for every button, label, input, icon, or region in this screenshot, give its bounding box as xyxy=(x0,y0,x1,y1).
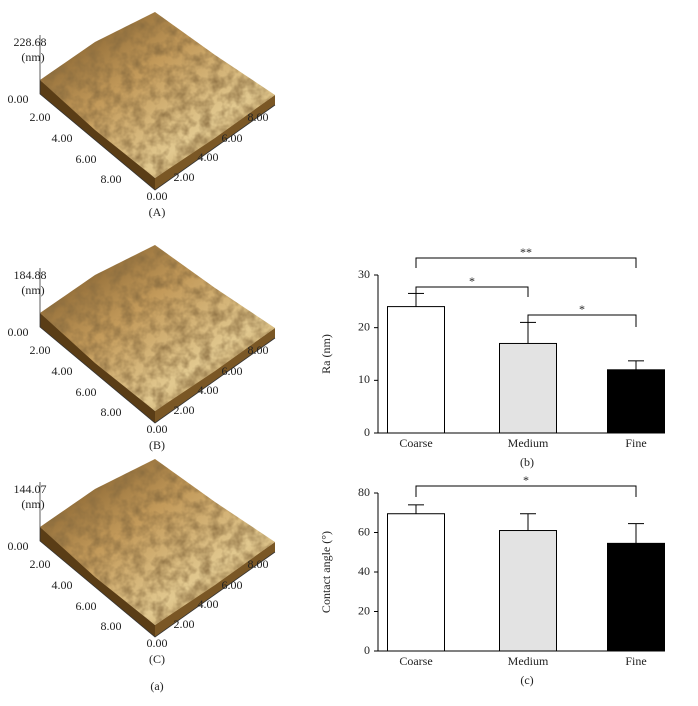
axis-tick-label: 0.00 xyxy=(147,636,168,650)
x-tick-label: Medium xyxy=(508,654,549,668)
surface-wall xyxy=(155,95,275,190)
figure-caption: (a) xyxy=(150,679,163,693)
bar-chart: 0 20 40 60 80 Contact angle (°) Coarse Medium Fi… xyxy=(319,473,665,687)
axis-tick-label: 2.00 xyxy=(30,557,51,571)
z-unit-label: (nm) xyxy=(21,497,44,511)
bar xyxy=(499,530,557,652)
axis-tick-label: 2.00 xyxy=(174,170,195,184)
surface-wall xyxy=(40,313,155,423)
afm-panel: 228.68(nm)0.002.004.006.008.000.002.004.… xyxy=(8,12,276,219)
axis-tick-label: 8.00 xyxy=(101,619,122,633)
surface-wall xyxy=(155,542,275,637)
axis-tick-label: 2.00 xyxy=(30,343,51,357)
z-max-label: 144.07 xyxy=(14,482,47,496)
axis-tick-label: 4.00 xyxy=(198,597,219,611)
panel-caption: (A) xyxy=(149,205,166,219)
axis-tick-label: 6.00 xyxy=(222,364,243,378)
axis-tick-label: 6.00 xyxy=(76,599,97,613)
axis-tick-label: 6.00 xyxy=(222,131,243,145)
axis-tick-label: 4.00 xyxy=(198,383,219,397)
y-tick-label: 30 xyxy=(358,267,370,281)
axis xyxy=(39,35,276,191)
z-max-label: 184.88 xyxy=(14,268,47,282)
axis-tick-label: 8.00 xyxy=(248,557,269,571)
axis-tick-label: 4.00 xyxy=(52,364,73,378)
chart-caption: (b) xyxy=(520,455,534,469)
axis-tick-label: 8.00 xyxy=(248,343,269,357)
y-tick-label: 10 xyxy=(358,372,370,386)
bar xyxy=(499,342,557,434)
x-tick-label: Medium xyxy=(508,436,549,450)
y-tick-label: 40 xyxy=(358,564,370,578)
axis-tick-label: 0.00 xyxy=(8,539,29,553)
axis-tick-label: 0.00 xyxy=(147,422,168,436)
significance-label: * xyxy=(523,473,529,487)
axis xyxy=(39,482,276,638)
axis-tick-label: 2.00 xyxy=(174,403,195,417)
axis-tick-label: 6.00 xyxy=(222,578,243,592)
significance-label: * xyxy=(469,274,475,288)
significance-bracket xyxy=(415,286,529,297)
axis-tick-label: 8.00 xyxy=(101,172,122,186)
axis-tick-label: 4.00 xyxy=(52,578,73,592)
axis-tick-label: 4.00 xyxy=(52,131,73,145)
bar xyxy=(387,513,445,652)
axis-tick-label: 0.00 xyxy=(8,325,29,339)
x-tick-label: Coarse xyxy=(399,436,432,450)
z-unit-label: (nm) xyxy=(21,50,44,64)
surface-wall xyxy=(40,80,155,190)
significance-bracket xyxy=(415,257,637,268)
significance-bracket xyxy=(527,314,637,327)
y-tick-label: 0 xyxy=(364,425,370,439)
panel-caption: (B) xyxy=(149,438,165,452)
axis-tick-label: 4.00 xyxy=(198,150,219,164)
y-axis-label: Ra (nm) xyxy=(319,334,333,374)
afm-panel: 184.88(nm)0.002.004.006.008.000.002.004.… xyxy=(8,245,276,452)
axis-tick-label: 6.00 xyxy=(76,152,97,166)
axis-tick-label: 0.00 xyxy=(147,189,168,203)
panel-caption: (C) xyxy=(149,652,165,666)
chart-caption: (c) xyxy=(520,673,533,687)
surface-wall xyxy=(155,328,275,423)
y-tick-label: 20 xyxy=(358,603,370,617)
bar xyxy=(607,542,665,652)
y-tick-label: 0 xyxy=(364,643,370,657)
axis xyxy=(39,268,276,424)
x-tick-label: Coarse xyxy=(399,654,432,668)
z-unit-label: (nm) xyxy=(21,283,44,297)
significance-label: * xyxy=(579,302,585,316)
y-tick-label: 80 xyxy=(358,485,370,499)
y-axis-label: Contact angle (°) xyxy=(319,531,333,613)
y-tick-label: 60 xyxy=(358,524,370,538)
significance-bracket xyxy=(415,485,637,497)
axis-tick-label: 2.00 xyxy=(174,617,195,631)
x-tick-label: Fine xyxy=(625,436,646,450)
axis-tick-label: 8.00 xyxy=(248,110,269,124)
axis-tick-label: 8.00 xyxy=(101,405,122,419)
bar xyxy=(607,369,665,434)
significance-label: ** xyxy=(520,245,532,259)
axis-tick-label: 2.00 xyxy=(30,110,51,124)
y-tick-label: 20 xyxy=(358,319,370,333)
surface-wall xyxy=(40,527,155,637)
x-tick-label: Fine xyxy=(625,654,646,668)
bar xyxy=(387,306,445,434)
axis-tick-label: 0.00 xyxy=(8,92,29,106)
z-max-label: 228.68 xyxy=(14,35,47,49)
axis-tick-label: 6.00 xyxy=(76,385,97,399)
afm-panel: 144.07(nm)0.002.004.006.008.000.002.004.… xyxy=(8,459,276,666)
